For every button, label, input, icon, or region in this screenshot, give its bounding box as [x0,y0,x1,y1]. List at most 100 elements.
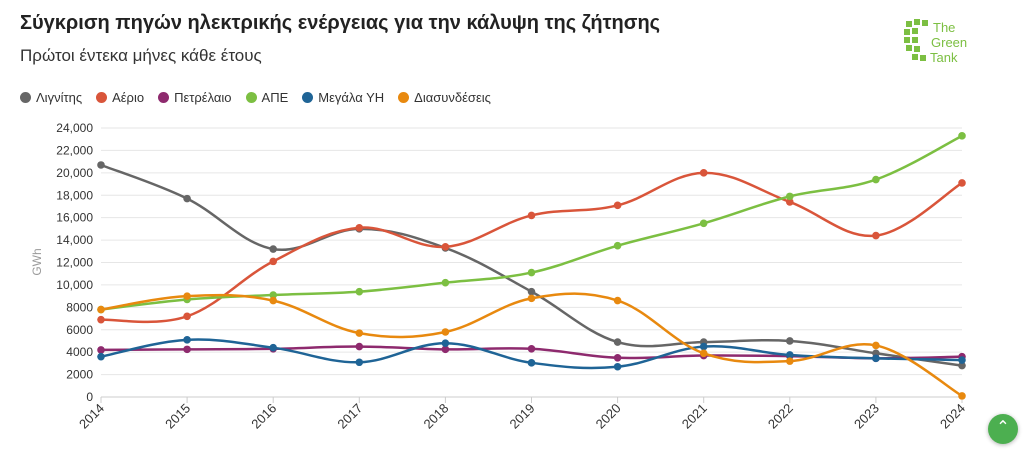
data-point [527,294,536,303]
legend-item[interactable]: Αέριο [96,90,144,105]
data-point [699,342,708,351]
logo-text-1: The [933,20,955,35]
chart-title: Σύγκριση πηγών ηλεκτρικής ενέργειας για … [20,12,661,34]
y-tick-label: 4000 [66,345,93,359]
legend-item[interactable]: Διασυνδέσεις [398,90,491,105]
x-tick-label: 2023 [851,401,882,432]
legend-item[interactable]: Πετρέλαιο [158,90,232,105]
data-point [613,353,622,362]
data-point [269,245,278,253]
data-point [269,257,278,266]
x-tick-label: 2021 [679,401,710,432]
data-point [183,345,191,354]
data-point [527,268,536,277]
x-tick-label: 2016 [248,401,279,432]
logo-text-2: Green [931,35,967,50]
scroll-to-top-button[interactable]: ⌃ [988,414,1018,444]
data-point [183,336,191,344]
data-point [183,292,191,300]
data-point [355,358,364,367]
data-point [613,362,622,371]
data-point [97,305,105,314]
legend-label: Διασυνδέσεις [414,90,491,105]
data-point [527,287,536,296]
data-point [355,329,364,337]
legend-label: Αέριο [112,90,145,105]
data-point [441,339,450,348]
data-point [527,359,536,367]
data-point [183,312,191,321]
x-tick-label: 2017 [334,401,365,432]
data-point [786,192,794,201]
data-point [97,315,105,324]
data-point [958,356,966,364]
data-point [527,345,536,353]
y-tick-label: 24,000 [56,121,93,135]
legend-label: Πετρέλαιο [174,90,232,105]
legend-swatch [158,92,170,103]
data-point [441,278,450,287]
y-tick-label: 14,000 [56,233,93,247]
data-point [699,169,708,177]
logo-text-3: Tank [930,50,958,65]
legend-item[interactable]: Μεγάλα ΥΗ [302,90,384,105]
data-point [355,287,364,296]
x-tick-label: 2020 [593,401,624,432]
chart-subtitle: Πρώτοι έντεκα μήνες κάθε έτους [20,46,262,65]
data-point [355,342,364,351]
x-tick-label: 2019 [507,401,538,432]
legend-swatch [302,92,314,103]
chevron-up-icon: ⌃ [996,419,1010,436]
y-tick-label: 2000 [66,368,93,382]
data-point [786,351,794,359]
data-point [872,341,880,350]
y-tick-label: 8000 [66,300,93,314]
data-point [699,219,708,228]
x-tick-label: 2018 [420,401,451,432]
series-line [100,134,963,311]
data-point [958,361,966,370]
data-point [872,231,880,240]
legend-swatch [398,92,410,103]
data-point [355,223,364,232]
data-point [97,352,105,361]
y-tick-label: 12,000 [56,256,93,270]
data-point [613,201,622,210]
legend-swatch [245,92,257,103]
y-tick-label: 20,000 [56,166,93,180]
data-point [699,349,708,358]
x-tick-label: 2015 [162,401,193,432]
data-point [97,346,105,354]
legend-swatch [96,92,108,103]
legend-item[interactable]: Λιγνίτης [20,90,82,105]
y-tick-label: 18,000 [56,188,93,202]
data-point [613,296,622,305]
legend-swatch [20,92,31,103]
legend-item[interactable]: ΑΠΕ [245,90,289,105]
data-point [269,291,278,299]
y-tick-label: 0 [86,390,93,404]
data-point [527,211,536,220]
data-point [786,337,794,345]
y-tick-label: 16,000 [56,211,93,225]
series-line [100,292,963,397]
y-tick-label: 6000 [66,323,93,337]
data-point [183,194,191,203]
data-point [441,243,450,251]
data-point [441,328,450,336]
data-point [872,175,880,184]
data-point [872,354,880,363]
data-point [958,392,966,400]
chart-legend: Λιγνίτης Αέριο Πετρέλαιο ΑΠΕ Μεγάλα ΥΗ Διασυν… [20,90,491,105]
data-point [958,179,966,187]
x-tick-label: 2022 [765,401,796,432]
legend-label: Λιγνίτης [36,90,83,105]
legend-label: ΑΠΕ [261,90,289,105]
data-point [786,357,794,365]
data-point [786,198,794,206]
data-point [441,345,450,354]
y-tick-label: 10,000 [56,278,93,292]
x-tick-label: 2024 [937,401,968,432]
green-tank-logo: The Green Tank [904,19,967,65]
